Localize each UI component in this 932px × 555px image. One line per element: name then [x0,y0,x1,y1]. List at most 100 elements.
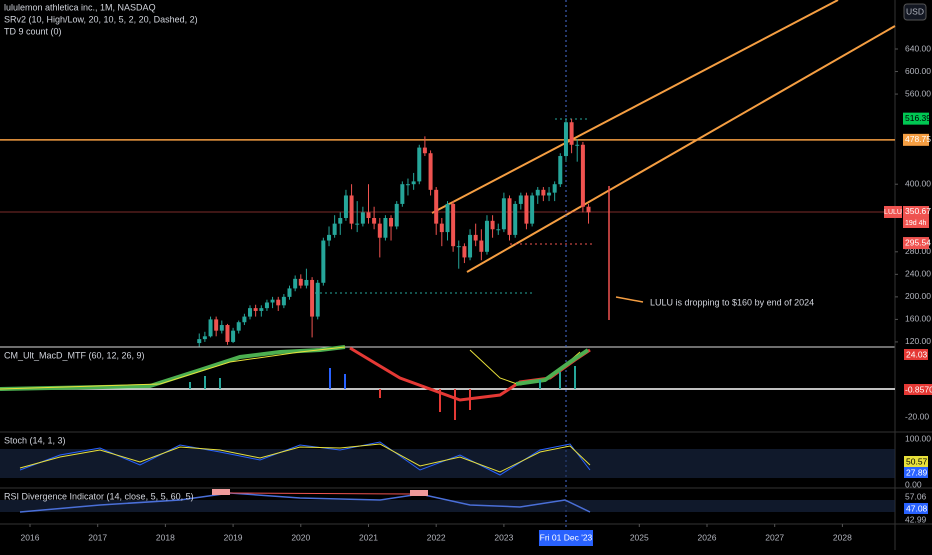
y-tick-label: 200.00 [905,291,931,301]
pane-label: 0.00 [905,479,922,489]
candle-body [445,203,450,233]
candle-body [287,288,292,297]
price-label: 516.39 [905,113,931,123]
rsi-band [0,500,895,512]
candle-body [513,203,518,235]
currency-label[interactable]: USD [906,6,924,16]
candle-body [327,234,332,241]
candle-body [349,195,354,224]
pane-label: 57.06 [905,491,927,501]
candle-body [417,147,422,182]
candle-body [552,184,557,193]
candle-body [462,246,467,258]
rsi-line [19,492,591,513]
candle-body [547,192,552,196]
crosshair-label: Fri 01 Dec '23 [540,532,593,542]
countdown: 19d 4h [905,220,927,227]
candle-body [530,195,535,224]
candle-body [231,330,236,342]
candle-body [248,308,253,317]
x-tick-label: 2027 [765,532,784,542]
candle-body [264,302,269,309]
y-tick-label: 560.00 [905,88,931,98]
pane-label: 50.57 [906,456,928,466]
price-label: 478.75 [905,134,931,144]
candle-body [236,322,241,331]
candle-body [281,296,286,306]
candle-body [411,181,416,185]
x-tick-label: 2019 [224,532,243,542]
candle-body [496,229,501,231]
pane-label: 47.08 [906,503,928,513]
y-tick-label: 640.00 [905,43,931,53]
symbol-title: lululemon athletica inc., 1M, NASDAQ [4,2,156,12]
price-tag [903,112,929,125]
currency-button[interactable] [903,3,927,21]
candle-body [259,308,264,311]
candle-body [575,144,580,146]
indicator-label: TD 9 count (0) [4,26,62,36]
pane-label: -20.00 [905,411,929,421]
candle-body [451,203,456,247]
pane-label: -0.8570 [905,384,932,394]
candle-body [479,240,484,252]
candle-body [332,223,337,235]
macd-line [515,348,590,386]
price-label: 295.54 [905,237,931,247]
candle-body [298,278,303,286]
candle-body [214,319,219,331]
candle-body [377,223,382,238]
candle-body [490,220,495,230]
candle-body [428,153,433,190]
x-tick-label: 2017 [88,532,107,542]
pane-title: CM_Ult_MacD_MTF (60, 12, 26, 9) [4,350,145,360]
candle-body [225,325,230,342]
candle-body [405,184,410,186]
macd-histogram [189,366,576,420]
value-tag [904,467,928,478]
pane-title: RSI Divergence Indicator (14, close, 5, … [4,491,194,501]
y-tick-label: 160.00 [905,314,931,324]
candle-body [360,212,365,224]
candle-body [580,144,585,207]
candle-body [293,278,298,289]
candle-body [507,198,512,235]
crosshair-tag [538,530,593,546]
candle-body [456,246,461,248]
candle-body [434,189,439,224]
candle-body [242,316,247,323]
value-tag [904,384,932,395]
candle-body [535,189,540,196]
candle-body [422,147,427,154]
candle-body [394,203,399,227]
y-tick-label: 120.00 [905,336,931,346]
candle-body [473,234,478,241]
candle-body [569,122,574,145]
candle-body [501,198,506,230]
x-tick-label: 2026 [698,532,717,542]
x-tick-label: 2025 [630,532,649,542]
value-tag [904,503,928,514]
y-tick-label: 240.00 [905,269,931,279]
candle-body [563,122,568,157]
candle-body [315,282,320,317]
candle-body [197,339,202,344]
candle-body [338,218,343,224]
candle-body [400,184,405,204]
symbol-tag [884,205,902,218]
symbol-tag-label: LULU [884,209,902,216]
y-tick-label: 280.00 [905,246,931,256]
price-label: 350.67 [905,206,931,216]
signal-line [0,346,346,390]
candle-body [310,279,315,317]
candle-body [383,218,388,238]
pane-label: 27.89 [906,467,928,477]
x-tick-label: 2028 [833,532,852,542]
candle-body [208,319,213,337]
candle-body [484,220,489,252]
annotation-pointer [615,296,644,303]
y-tick-label: 400.00 [905,178,931,188]
value-tag [904,456,928,467]
candle-body [355,223,360,225]
